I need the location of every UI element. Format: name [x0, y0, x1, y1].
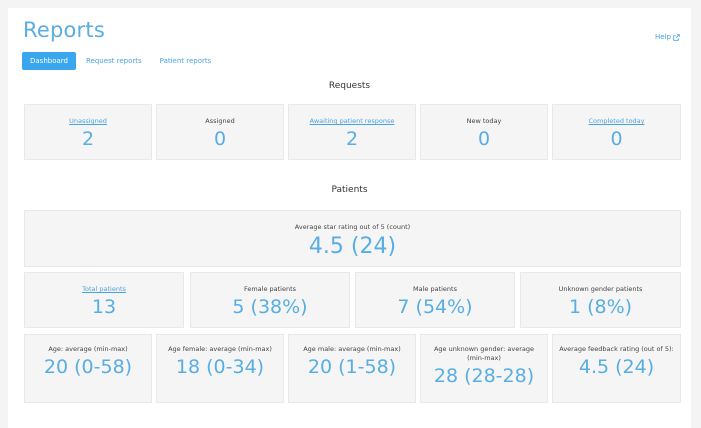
- card-assigned: Assigned 0: [156, 104, 284, 160]
- average-star-rating-value: 4.5 (24): [308, 234, 397, 259]
- average-star-rating-label: Average star rating out of 5 (count): [294, 223, 411, 231]
- tab-patient-reports[interactable]: Patient reports: [159, 57, 212, 65]
- age-male-average-label: Age male: average (min-max): [303, 345, 401, 353]
- awaiting-patient-response-link[interactable]: Awaiting patient response: [309, 117, 395, 125]
- assigned-label: Assigned: [205, 117, 235, 125]
- card-male-patients: Male patients 7 (54%): [355, 272, 515, 328]
- tab-request-reports[interactable]: Request reports: [85, 57, 142, 65]
- age-average-value: 20 (0-58): [43, 356, 133, 378]
- unassigned-count: 2: [81, 128, 95, 150]
- card-total-patients: Total patients 13: [24, 272, 184, 328]
- card-age-female-average: Age female: average (min-max) 18 (0-34): [156, 334, 284, 403]
- requests-section-title: Requests: [328, 81, 371, 91]
- female-patients-value: 5 (38%): [232, 296, 308, 318]
- new-today-label: New today: [466, 117, 502, 125]
- card-age-average: Age: average (min-max) 20 (0-58): [24, 334, 152, 403]
- average-feedback-rating-value: 4.5 (24): [578, 356, 655, 378]
- completed-today-count: 0: [610, 128, 623, 150]
- card-unassigned: Unassigned 2: [24, 104, 152, 160]
- completed-today-link[interactable]: Completed today: [588, 117, 645, 125]
- awaiting-patient-response-count: 2: [345, 128, 359, 150]
- card-unknown-gender-patients: Unknown gender patients 1 (8%): [520, 272, 681, 328]
- card-awaiting-patient-response: Awaiting patient response 2: [288, 104, 416, 160]
- reports-panel: Reports Help Dashboard Request reports P…: [8, 8, 691, 428]
- unknown-gender-patients-value: 1 (8%): [568, 296, 633, 318]
- average-feedback-rating-label: Average feedback rating (out of 5):: [559, 345, 674, 353]
- total-patients-link[interactable]: Total patients: [82, 285, 126, 293]
- tab-dashboard[interactable]: Dashboard: [22, 52, 76, 70]
- report-tabs: Dashboard Request reports Patient report…: [22, 52, 219, 70]
- total-patients-value: 13: [91, 296, 117, 318]
- male-patients-label: Male patients: [413, 285, 457, 293]
- unassigned-link[interactable]: Unassigned: [69, 117, 107, 125]
- unknown-gender-patients-label: Unknown gender patients: [558, 285, 643, 293]
- age-male-average-value: 20 (1-58): [307, 356, 397, 378]
- card-average-feedback-rating: Average feedback rating (out of 5): 4.5 …: [552, 334, 681, 403]
- female-patients-label: Female patients: [243, 285, 297, 293]
- age-unknown-gender-average-value: 28 (28-28): [433, 365, 535, 387]
- new-today-count: 0: [477, 128, 491, 150]
- patients-section-title: Patients: [331, 185, 368, 195]
- age-average-label: Age: average (min-max): [48, 345, 128, 353]
- card-age-unknown-gender-average: Age unknown gender: average (min-max) 28…: [420, 334, 548, 403]
- card-completed-today: Completed today 0: [552, 104, 681, 160]
- external-link-icon: [673, 33, 680, 41]
- page-title: Reports: [23, 18, 105, 42]
- help-label: Help: [655, 33, 671, 41]
- card-age-male-average: Age male: average (min-max) 20 (1-58): [288, 334, 416, 403]
- age-unknown-gender-average-label: Age unknown gender: average (min-max): [433, 345, 535, 362]
- card-new-today: New today 0: [420, 104, 548, 160]
- assigned-count: 0: [213, 128, 227, 150]
- age-female-average-value: 18 (0-34): [175, 356, 265, 378]
- age-female-average-label: Age female: average (min-max): [168, 345, 272, 353]
- card-female-patients: Female patients 5 (38%): [190, 272, 350, 328]
- help-link[interactable]: Help: [655, 33, 680, 41]
- male-patients-value: 7 (54%): [397, 296, 473, 318]
- card-average-star-rating: Average star rating out of 5 (count) 4.5…: [24, 210, 681, 267]
